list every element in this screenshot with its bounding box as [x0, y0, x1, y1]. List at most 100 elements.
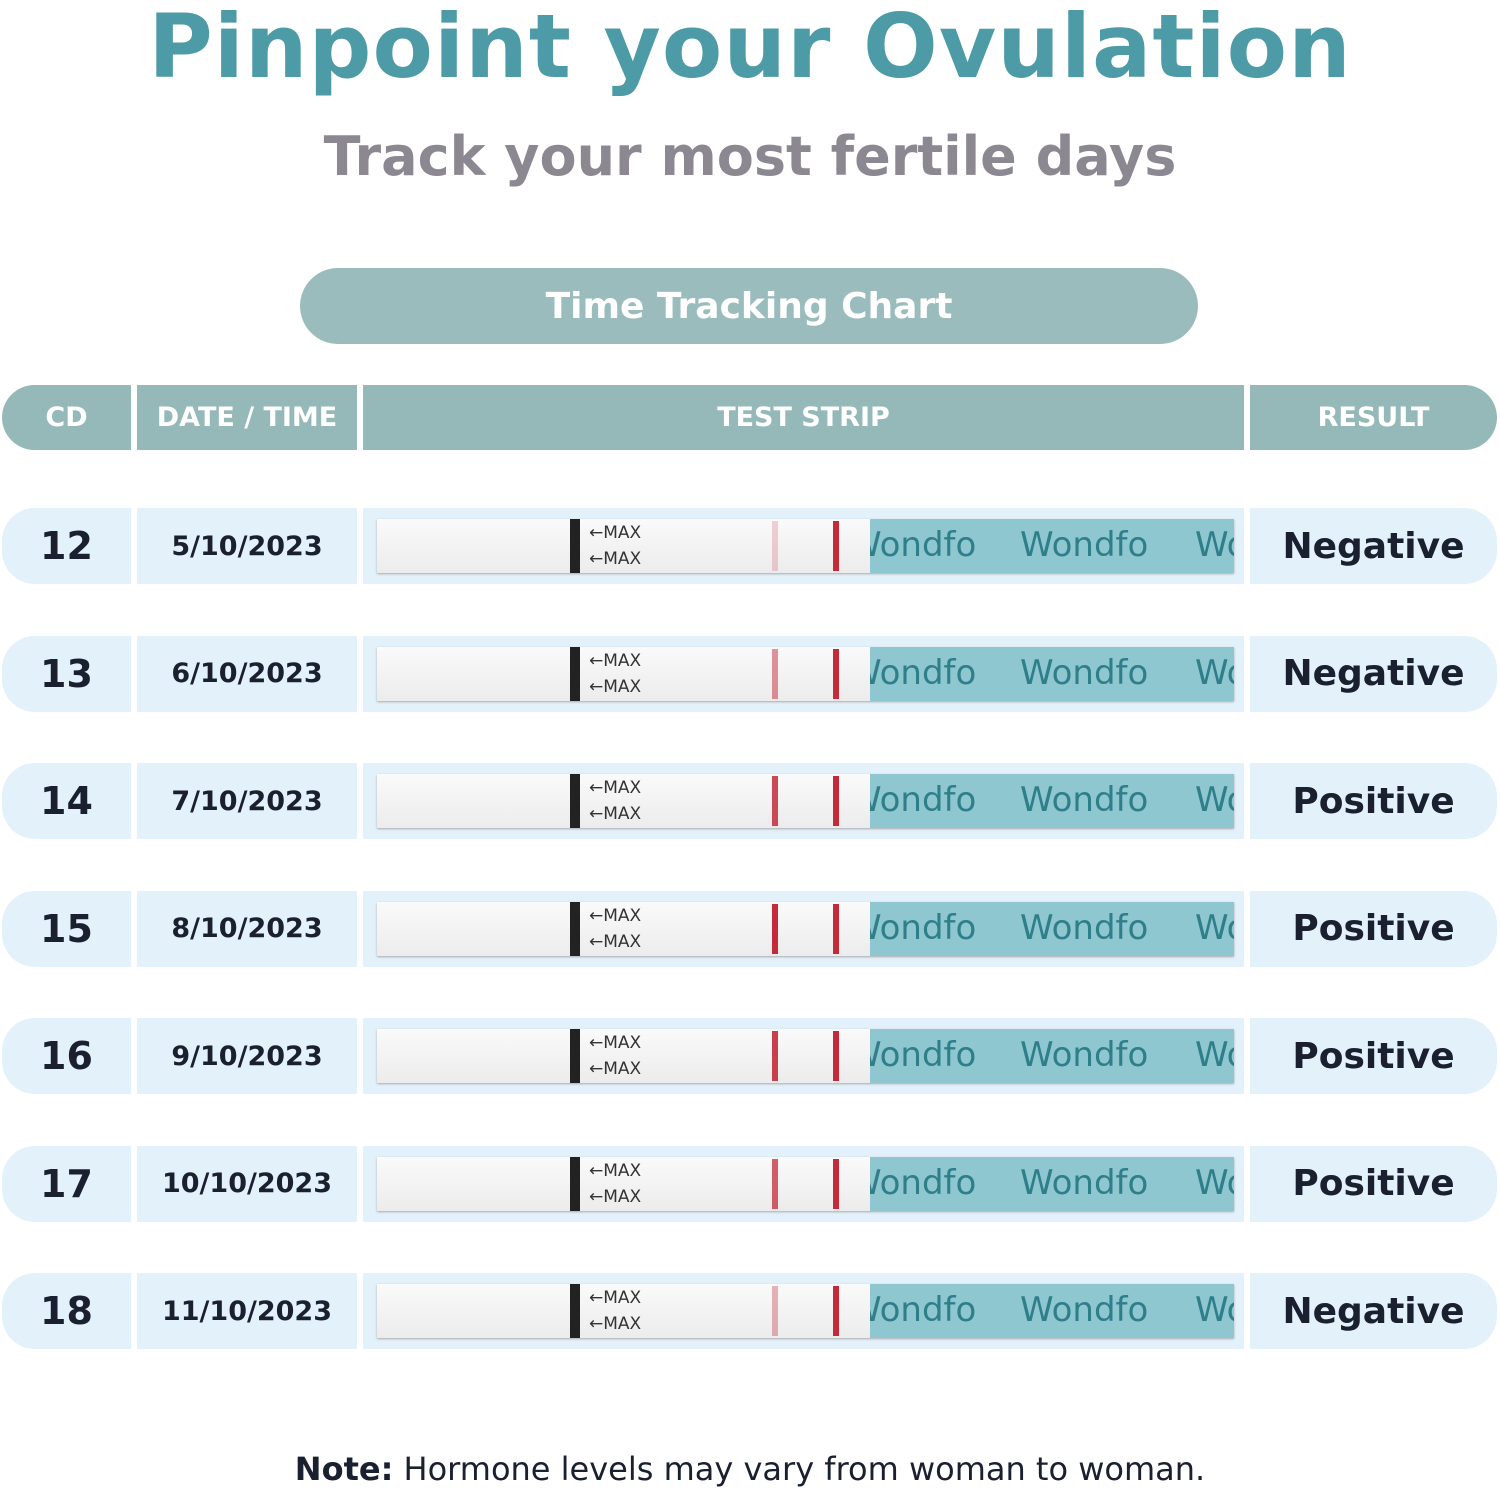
subtitle: Track your most fertile days [323, 125, 1177, 188]
brand-text: Wondfo [870, 780, 977, 820]
title: Pinpoint your Ovulation [148, 0, 1352, 98]
max-text: MAX [603, 804, 642, 824]
strip-brand-area: Wondfo Wondfo Wondfo [870, 1284, 1234, 1338]
max-label: ←MAX [589, 676, 642, 697]
brand-text: Wondfo [1195, 1290, 1234, 1330]
column-header: RESULT [1250, 385, 1497, 450]
strip-bar [570, 774, 580, 828]
max-label: ←MAX [589, 523, 642, 543]
note-label: Note: [294, 1450, 394, 1488]
strip-cell: ←MAX ←MAX Wondfo Wondfo Wondfo [363, 1273, 1244, 1349]
test-strip: ←MAX ←MAX Wondfo Wondfo Wondfo [377, 774, 1234, 828]
max-text: MAX [603, 1288, 642, 1308]
result-cell: Negative [1250, 1273, 1497, 1349]
brand-text: Wondfo [1020, 780, 1149, 820]
strip-bar [570, 1029, 580, 1083]
result-cell: Positive [1250, 1145, 1497, 1222]
control-line [833, 776, 839, 826]
banner: Time Tracking Chart [300, 268, 1198, 344]
brand-text: Wondfo [1020, 907, 1149, 948]
max-label: ←MAX [589, 1160, 642, 1181]
cd-cell: 17 [2, 1145, 131, 1222]
brand-text: Wondfo [870, 652, 977, 693]
max-label: ←MAX [589, 905, 642, 926]
strip-cell: ←MAX ←MAX Wondfo Wondfo Wondfo [363, 890, 1244, 967]
test-line [772, 521, 778, 571]
date-cell: 9/10/2023 [137, 1018, 357, 1094]
brand-text: Wondfo [1195, 907, 1234, 948]
max-text: MAX [603, 676, 642, 697]
test-strip: ←MAX ←MAX Wondfo Wondfo Wondfo [377, 646, 1234, 701]
strip-brand-area: Wondfo Wondfo Wondfo [870, 646, 1234, 701]
max-text: MAX [603, 1059, 642, 1079]
date-cell: 5/10/2023 [137, 508, 357, 584]
max-text: MAX [603, 931, 642, 952]
cd-cell: 18 [2, 1273, 131, 1349]
column-header: DATE / TIME [137, 385, 357, 450]
max-text: MAX [603, 778, 642, 798]
date-cell: 7/10/2023 [137, 763, 357, 839]
date-cell: 11/10/2023 [137, 1273, 357, 1349]
strip-cell: ←MAX ←MAX Wondfo Wondfo Wondfo [363, 508, 1244, 584]
strip-brand-area: Wondfo Wondfo Wondfo [870, 774, 1234, 828]
brand-text: Wondfo [1195, 780, 1234, 820]
cd-cell: 13 [2, 635, 131, 712]
brand-text: Wondfo [1195, 1035, 1234, 1075]
result-cell: Positive [1250, 890, 1497, 967]
max-text: MAX [603, 1033, 642, 1053]
date-cell: 8/10/2023 [137, 890, 357, 967]
test-strip: ←MAX ←MAX Wondfo Wondfo Wondfo [377, 901, 1234, 956]
result-cell: Negative [1250, 508, 1497, 584]
max-label: ←MAX [589, 1314, 642, 1334]
control-line [833, 521, 839, 571]
strip-bar [570, 519, 580, 573]
date-cell: 6/10/2023 [137, 635, 357, 712]
control-line [833, 1158, 839, 1209]
result-cell: Positive [1250, 1018, 1497, 1094]
result-cell: Negative [1250, 635, 1497, 712]
max-label: ←MAX [589, 804, 642, 824]
brand-text: Wondfo [870, 907, 977, 948]
cd-cell: 16 [2, 1018, 131, 1094]
test-line [772, 1286, 778, 1336]
brand-text: Wondfo [1020, 652, 1149, 693]
max-label: ←MAX [589, 549, 642, 569]
brand-text: Wondfo [1020, 1035, 1149, 1075]
brand-text: Wondfo [870, 1290, 977, 1330]
cd-cell: 15 [2, 890, 131, 967]
max-label: ←MAX [589, 778, 642, 798]
strip-cell: ←MAX ←MAX Wondfo Wondfo Wondfo [363, 763, 1244, 839]
control-line [833, 1286, 839, 1336]
result-cell: Positive [1250, 763, 1497, 839]
max-label: ←MAX [589, 1288, 642, 1308]
max-label: ←MAX [589, 1186, 642, 1207]
test-line [772, 903, 778, 954]
brand-text: Wondfo [1020, 1162, 1149, 1203]
strip-bar [570, 901, 580, 956]
max-label: ←MAX [589, 1059, 642, 1079]
strip-bar [570, 1284, 580, 1338]
max-text: MAX [603, 1186, 642, 1207]
control-line [833, 1031, 839, 1081]
strip-brand-area: Wondfo Wondfo Wondfo [870, 901, 1234, 956]
test-strip: ←MAX ←MAX Wondfo Wondfo Wondfo [377, 1156, 1234, 1211]
strip-cell: ←MAX ←MAX Wondfo Wondfo Wondfo [363, 1145, 1244, 1222]
test-line [772, 776, 778, 826]
strip-brand-area: Wondfo Wondfo Wondfo [870, 1156, 1234, 1211]
cd-cell: 12 [2, 508, 131, 584]
brand-text: Wondfo [870, 1035, 977, 1075]
max-text: MAX [603, 650, 642, 671]
test-strip: ←MAX ←MAX Wondfo Wondfo Wondfo [377, 1284, 1234, 1338]
strip-brand-area: Wondfo Wondfo Wondfo [870, 1029, 1234, 1083]
strip-bar [570, 1156, 580, 1211]
max-text: MAX [603, 523, 642, 543]
brand-text: Wondfo [870, 1162, 977, 1203]
brand-text: Wondfo [1020, 525, 1149, 565]
max-text: MAX [603, 1160, 642, 1181]
max-text: MAX [603, 549, 642, 569]
note-text: Hormone levels may vary from woman to wo… [403, 1450, 1206, 1488]
max-text: MAX [603, 1314, 642, 1334]
brand-text: Wondfo [1195, 652, 1234, 693]
note: Note: Hormone levels may vary from woman… [0, 1450, 1500, 1488]
